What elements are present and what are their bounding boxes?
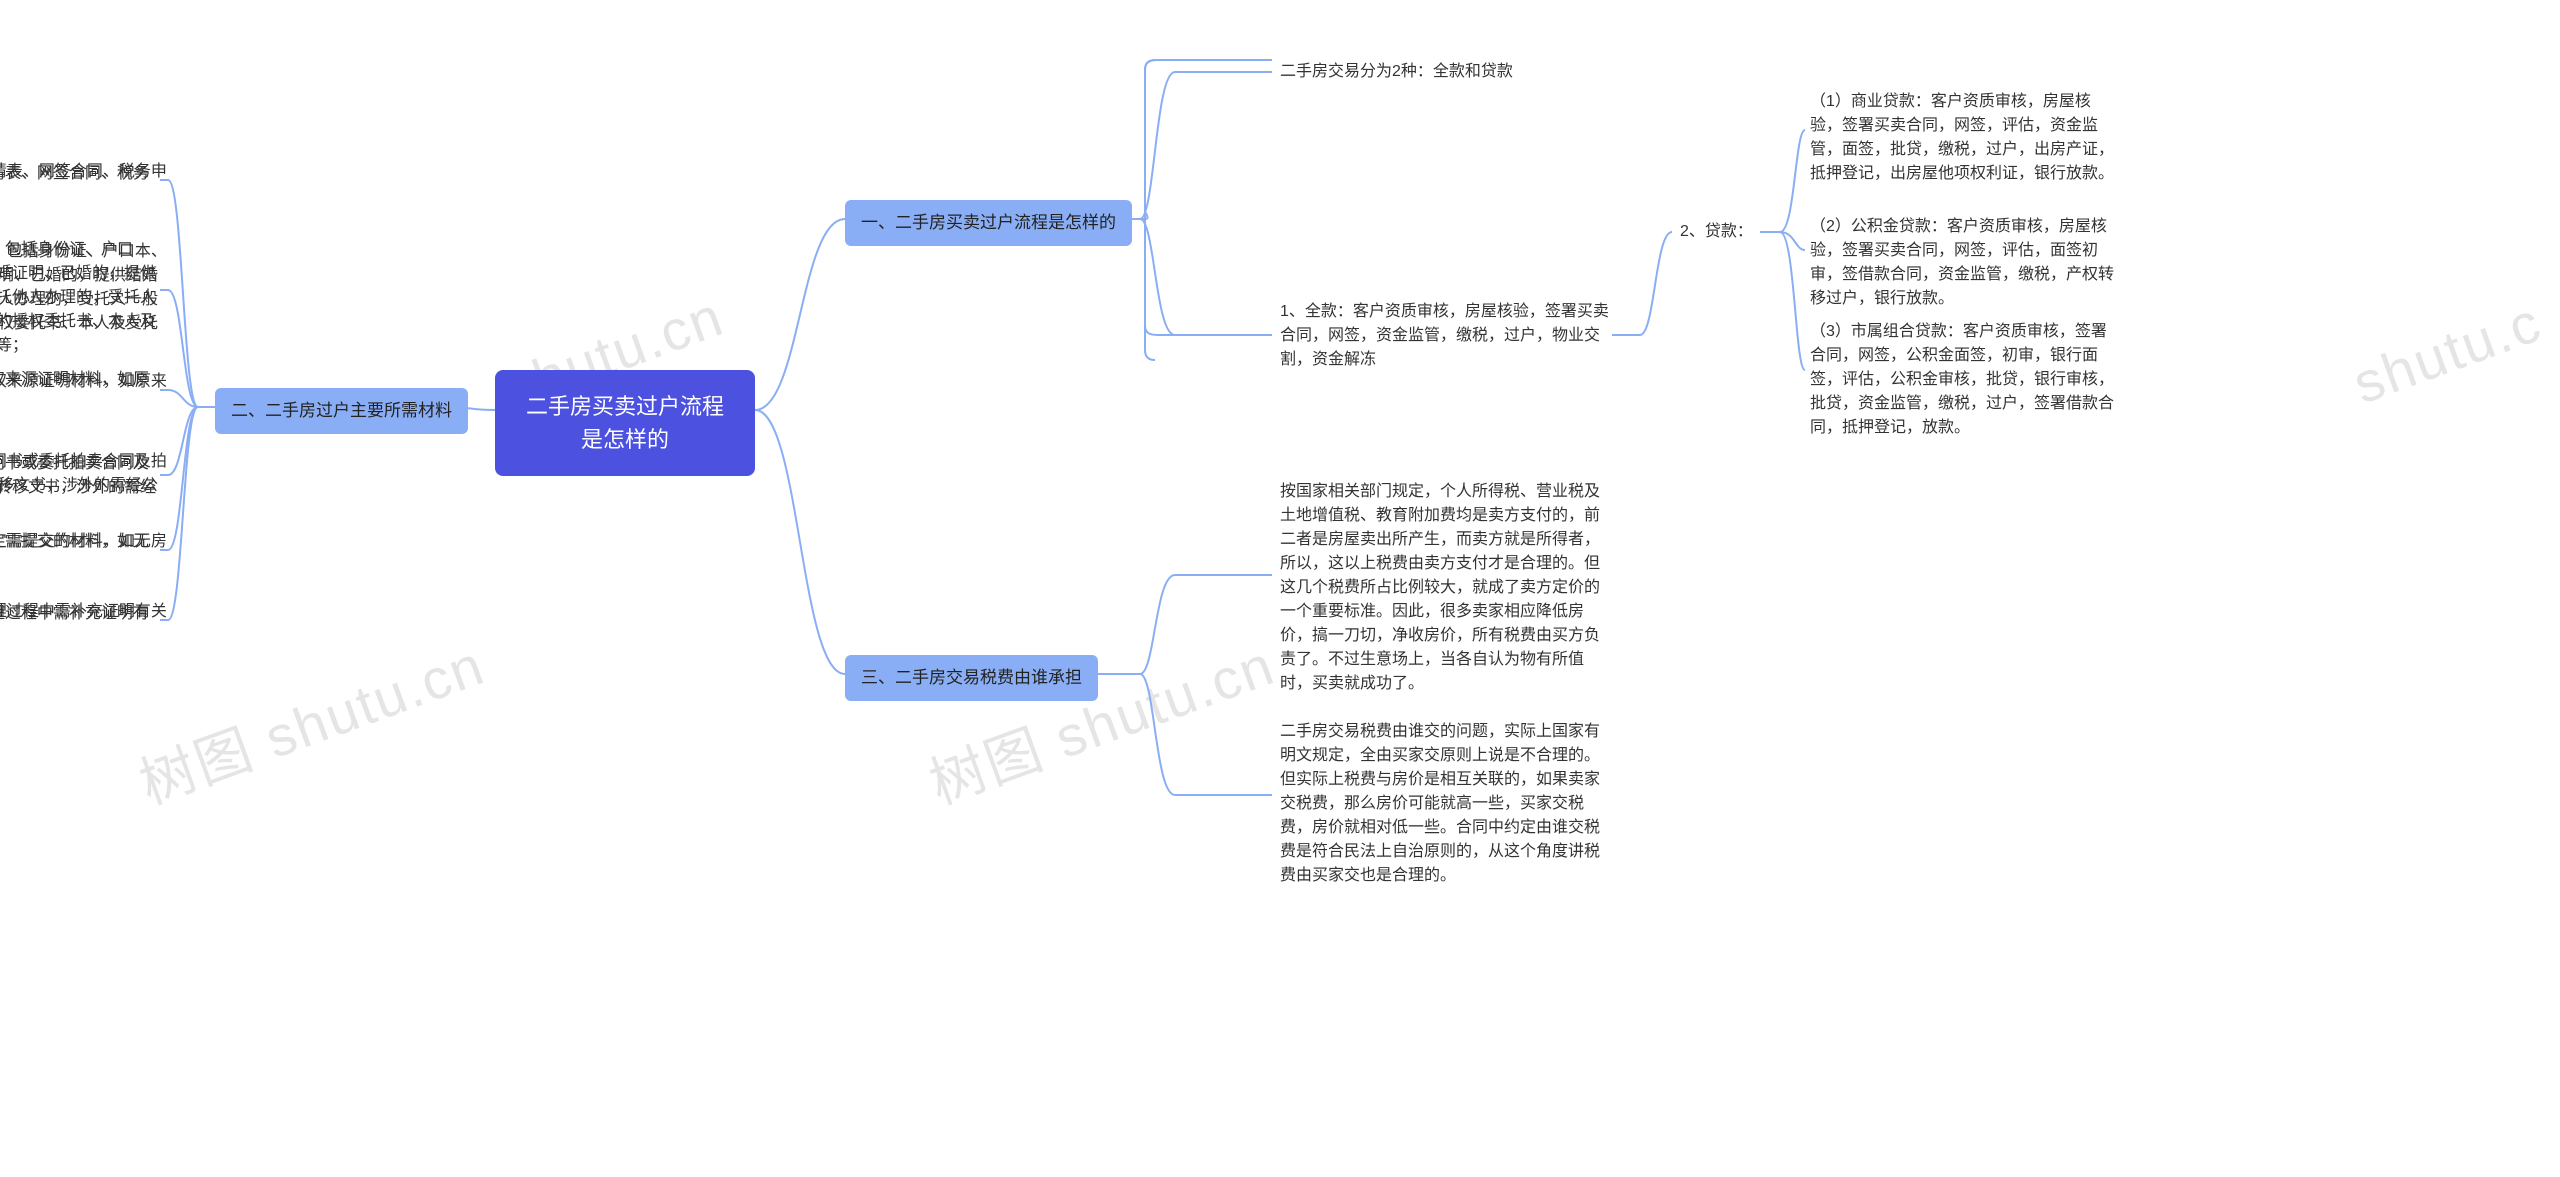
leaf-3-1: 按国家相关部门规定，个人所得税、营业税及土地增值税、教育附加费均是卖方支付的，前… [1280, 480, 1600, 696]
branch-section-3: 三、二手房交易税费由谁承担 [845, 655, 1098, 701]
leaf-1-loan-3: （3）市属组合贷款：客户资质审核，签署合同，网签，公积金面签，初审，银行面签，评… [1810, 320, 2120, 440]
leaf-2-5: 5、涉及限购令规定需提交的材料，如无房证明等； [0, 530, 163, 578]
branch-section-2: 二、二手房过户主要所需材料 [215, 388, 468, 434]
mindmap-root: 二手房买卖过户流程是怎样的 [495, 370, 755, 476]
leaf-1-loan-2: （2）公积金贷款：客户资质审核，房屋核验，签署买卖合同，网签，评估，面签初审，签… [1810, 215, 2120, 311]
watermark: shutu.c [2345, 289, 2550, 417]
leaf-1-loan-label: 2、贷款： [1680, 220, 1770, 244]
leaf-2-1: 1、不动产登记申请表、网签合同、税务申报表等； [0, 162, 163, 210]
leaf-3-2: 二手房交易税费由谁交的问题，实际上国家有明文规定，全由买家交原则上说是不合理的。… [1280, 720, 1600, 888]
watermark: 树图 shutu.cn [917, 621, 1284, 821]
watermark: 树图 shutu.cn [127, 621, 494, 821]
leaf-1-fullpayment: 1、全款：客户资质审核，房屋核验，签署买卖合同，网签，资金监管，缴税，过户，物业… [1280, 300, 1610, 372]
leaf-2-4: 4、房地产买卖合同书或委托拍卖合同及拍卖成交确认书等转移文书，涉外的需经公证； [0, 452, 163, 524]
leaf-1-loan-1: （1）商业贷款：客户资质审核，房屋核验，签署买卖合同，网签，评估，资金监管，面签… [1810, 90, 2120, 186]
branch-section-1: 一、二手房买卖过户流程是怎样的 [845, 200, 1132, 246]
leaf-2-2: 2、身份证明资料，包括身份证、户口本、未婚的提供未婚证明、已婚的，提供结婚证；若… [0, 238, 163, 358]
leaf-2-3: 3、相关的不动产权来源证明材料，如原来的房地产证明； [0, 368, 163, 416]
leaf-2-6: 6、在具体业务处理过程中需补充证明有关情况的材料。 [0, 602, 163, 650]
leaf-1-intro: 二手房交易分为2种：全款和贷款 [1280, 60, 1580, 84]
